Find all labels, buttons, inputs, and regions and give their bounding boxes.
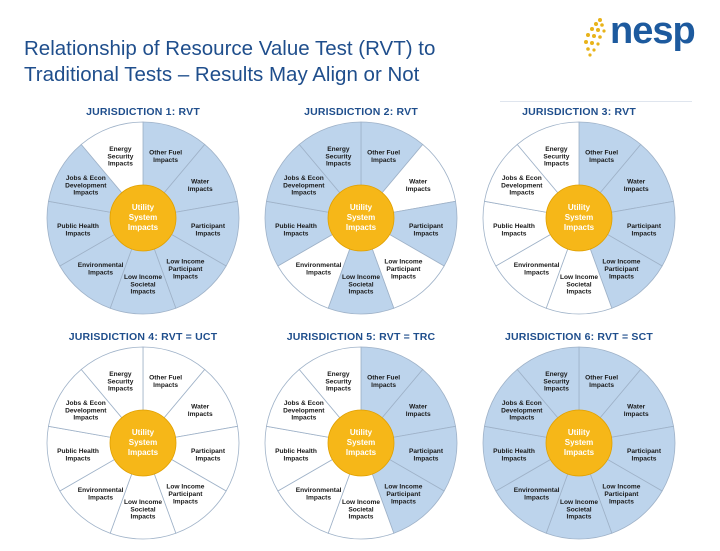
segment-label-participant: Participant Impacts (627, 448, 662, 462)
panel-title: JURISDICTION 5: RVT = TRC (286, 331, 436, 343)
center-label: Utility System Impacts (346, 428, 377, 457)
segment-low-income-societal (545, 441, 613, 540)
segment-label-other-fuel: Other Fuel Impacts (585, 150, 618, 164)
segment-label-low-income-participant: Low Income Participant Impacts (166, 259, 204, 281)
segment-label-energy-security: Energy Security Impacts (325, 146, 351, 168)
segment-label-environmental: Environmental Impacts (296, 487, 342, 501)
segment-label-other-fuel: Other Fuel Impacts (149, 150, 182, 164)
segment-label-environmental: Environmental Impacts (514, 262, 560, 276)
segment-label-energy-security: Energy Security Impacts (325, 371, 351, 393)
panel-jurisdiction-4: JURISDICTION 4: RVT = UCT Other Fuel Impa… (28, 331, 258, 551)
segment-label-low-income-participant: Low Income Participant Impacts (384, 259, 422, 281)
segment-label-public-health: Public Health Impacts (57, 223, 99, 237)
panel-jurisdiction-5: JURISDICTION 5: RVT = TRC Other Fuel Impa… (246, 331, 476, 551)
segment-label-energy-security: Energy Security Impacts (107, 146, 133, 168)
segment-label-low-income-societal: Low Income Societal Impacts (560, 274, 598, 296)
segment-label-low-income-societal: Low Income Societal Impacts (124, 274, 162, 296)
segment-label-low-income-societal: Low Income Societal Impacts (560, 499, 598, 521)
panel-title: JURISDICTION 3: RVT (522, 106, 636, 118)
impact-wheel: Other Fuel Impacts Water Impacts Participant… (482, 346, 676, 540)
segment-label-participant: Participant Impacts (627, 223, 662, 237)
center-label: Utility System Impacts (128, 203, 159, 232)
segment-label-public-health: Public Health Impacts (57, 448, 99, 462)
segment-low-income-societal (327, 216, 395, 315)
logo-text: nesp (610, 10, 696, 52)
segment-low-income-societal (327, 441, 395, 540)
segment-label-public-health: Public Health Impacts (275, 223, 317, 237)
segment-label-other-fuel: Other Fuel Impacts (585, 375, 618, 389)
panel-jurisdiction-1: JURISDICTION 1: RVT Other Fuel Impacts Wat… (28, 106, 258, 326)
segment-label-jobs-econ: Jobs & Econ Development Impacts (65, 175, 107, 197)
center-label: Utility System Impacts (564, 203, 595, 232)
segment-label-public-health: Public Health Impacts (493, 223, 535, 237)
center-label: Utility System Impacts (564, 428, 595, 457)
utility-system-center (109, 184, 177, 252)
panel-title: JURISDICTION 1: RVT (86, 106, 200, 118)
segment-label-water: Water Impacts (406, 404, 431, 418)
segment-label-water: Water Impacts (188, 404, 213, 418)
center-label: Utility System Impacts (128, 428, 159, 457)
utility-system-center (545, 409, 613, 477)
utility-system-center (327, 409, 395, 477)
header-divider (500, 101, 692, 102)
segment-low-income-societal (545, 216, 613, 315)
segment-label-other-fuel: Other Fuel Impacts (367, 375, 400, 389)
segment-label-participant: Participant Impacts (191, 448, 226, 462)
segment-label-water: Water Impacts (188, 179, 213, 193)
impact-wheel: Other Fuel Impacts Water Impacts Participant… (482, 121, 676, 315)
segment-label-public-health: Public Health Impacts (493, 448, 535, 462)
segment-label-jobs-econ: Jobs & Econ Development Impacts (65, 400, 107, 422)
segment-label-energy-security: Energy Security Impacts (543, 146, 569, 168)
segment-label-low-income-participant: Low Income Participant Impacts (384, 484, 422, 506)
segment-label-jobs-econ: Jobs & Econ Development Impacts (283, 400, 325, 422)
segment-low-income-societal (109, 441, 177, 540)
segment-label-environmental: Environmental Impacts (78, 262, 124, 276)
segment-label-environmental: Environmental Impacts (514, 487, 560, 501)
segment-label-energy-security: Energy Security Impacts (107, 371, 133, 393)
segment-label-participant: Participant Impacts (409, 448, 444, 462)
segment-label-low-income-societal: Low Income Societal Impacts (342, 499, 380, 521)
segment-label-low-income-participant: Low Income Participant Impacts (602, 484, 640, 506)
impact-wheel: Other Fuel Impacts Water Impacts Participant… (46, 346, 240, 540)
impact-wheel: Other Fuel Impacts Water Impacts Participant… (46, 121, 240, 315)
segment-label-environmental: Environmental Impacts (78, 487, 124, 501)
utility-system-center (545, 184, 613, 252)
center-label: Utility System Impacts (346, 203, 377, 232)
panel-title: JURISDICTION 6: RVT = SCT (504, 331, 654, 343)
segment-label-energy-security: Energy Security Impacts (543, 371, 569, 393)
segment-label-water: Water Impacts (624, 179, 649, 193)
segment-label-low-income-participant: Low Income Participant Impacts (166, 484, 204, 506)
impact-wheel: Other Fuel Impacts Water Impacts Participant… (264, 346, 458, 540)
segment-label-low-income-societal: Low Income Societal Impacts (342, 274, 380, 296)
segment-label-public-health: Public Health Impacts (275, 448, 317, 462)
segment-label-water: Water Impacts (624, 404, 649, 418)
segment-label-participant: Participant Impacts (191, 223, 226, 237)
segment-label-other-fuel: Other Fuel Impacts (149, 375, 182, 389)
segment-label-low-income-participant: Low Income Participant Impacts (602, 259, 640, 281)
segment-label-jobs-econ: Jobs & Econ Development Impacts (501, 175, 543, 197)
panel-title: JURISDICTION 2: RVT (304, 106, 418, 118)
nesp-logo: nesp (578, 10, 700, 60)
segment-label-low-income-societal: Low Income Societal Impacts (124, 499, 162, 521)
impact-wheel: Other Fuel Impacts Water Impacts Participant… (264, 121, 458, 315)
panel-jurisdiction-6: JURISDICTION 6: RVT = SCT Other Fuel Impa… (464, 331, 694, 551)
panel-title: JURISDICTION 4: RVT = UCT (68, 331, 218, 343)
segment-label-participant: Participant Impacts (409, 223, 444, 237)
segment-label-environmental: Environmental Impacts (296, 262, 342, 276)
slide-title: Relationship of Resource Value Test (RVT… (24, 37, 436, 86)
panel-jurisdiction-3: JURISDICTION 3: RVT Other Fuel Impacts Wat… (464, 106, 694, 326)
segment-label-jobs-econ: Jobs & Econ Development Impacts (501, 400, 543, 422)
segment-low-income-societal (109, 216, 177, 315)
utility-system-center (109, 409, 177, 477)
segment-label-other-fuel: Other Fuel Impacts (367, 150, 400, 164)
segment-label-water: Water Impacts (406, 179, 431, 193)
segment-label-jobs-econ: Jobs & Econ Development Impacts (283, 175, 325, 197)
logo-leaf-icon (584, 18, 606, 57)
utility-system-center (327, 184, 395, 252)
panel-jurisdiction-2: JURISDICTION 2: RVT Other Fuel Impacts Wat… (246, 106, 476, 326)
